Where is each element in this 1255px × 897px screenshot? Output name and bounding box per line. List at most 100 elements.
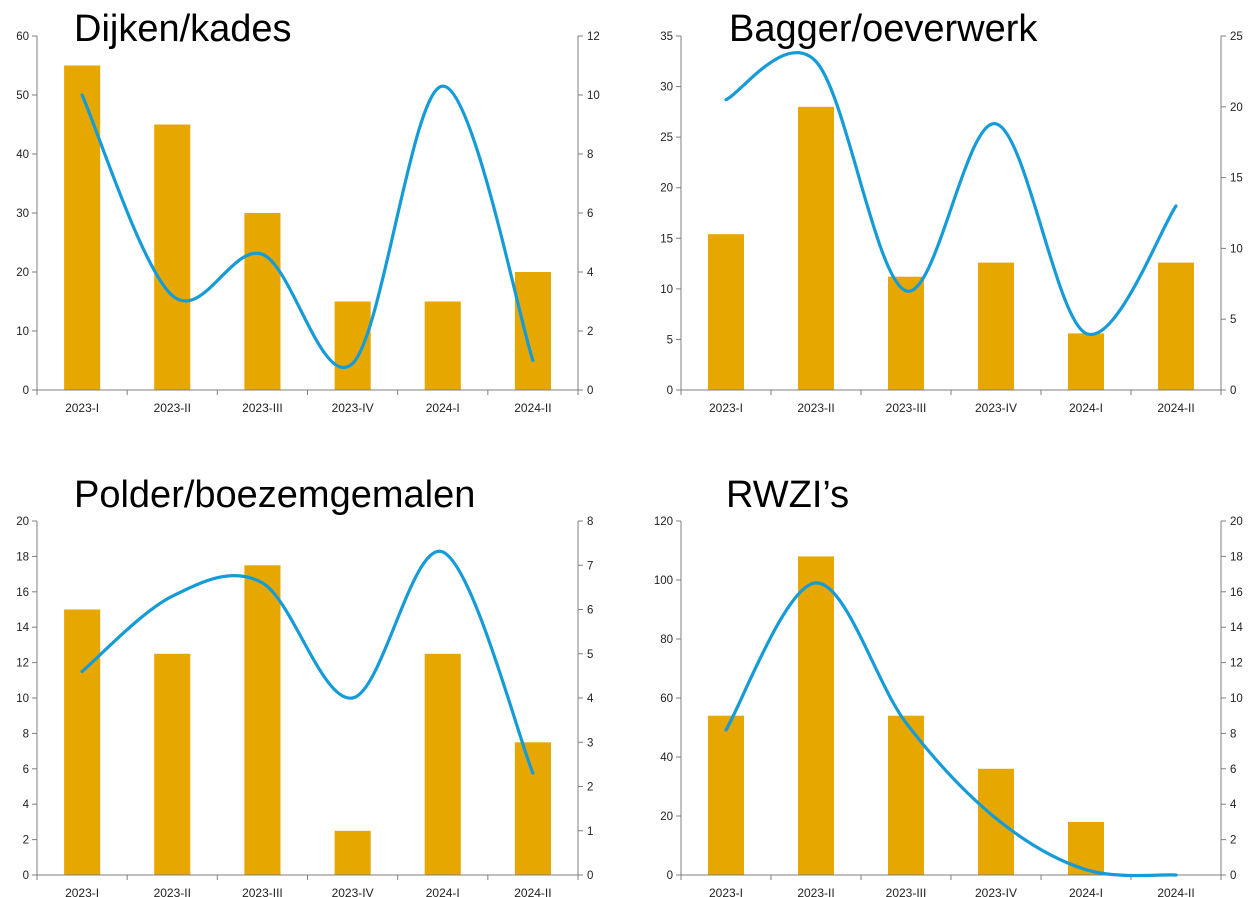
y2-tick-label: 2 bbox=[1230, 835, 1236, 847]
y2-tick-label: 8 bbox=[587, 516, 593, 528]
y2-tick-label: 1 bbox=[587, 826, 593, 838]
bar bbox=[334, 830, 371, 876]
y2-tick-label: 6 bbox=[587, 208, 593, 220]
bar bbox=[514, 272, 551, 390]
y2-tick-label: 2 bbox=[587, 326, 593, 338]
y2-tick-label: 12 bbox=[1230, 658, 1243, 670]
y2-tick-label: 7 bbox=[587, 560, 593, 572]
x-tick-label: 2024-I bbox=[426, 886, 460, 897]
y-tick-label: 25 bbox=[660, 132, 673, 144]
y-tick-label: 8 bbox=[23, 728, 29, 740]
bar bbox=[154, 653, 191, 876]
y2-tick-label: 16 bbox=[1230, 587, 1243, 599]
y-tick-label: 20 bbox=[16, 516, 29, 528]
y-tick-label: 10 bbox=[16, 326, 29, 338]
y2-tick-label: 12 bbox=[587, 31, 600, 43]
chart-title: RWZI’s bbox=[726, 474, 850, 516]
y2-tick-label: 3 bbox=[587, 737, 593, 749]
x-tick-label: 2024-I bbox=[426, 401, 460, 415]
bar bbox=[708, 234, 744, 390]
chart-panel-bagger: 0 5 10 15 20 25 30 35 0 5 10 15 20 25 2023-I 2023-II 202… bbox=[640, 0, 1255, 448]
y-tick-label: 0 bbox=[23, 870, 29, 882]
bar bbox=[244, 565, 281, 876]
chart-title: Bagger/oeverwerk bbox=[729, 8, 1038, 50]
y-tick-label: 10 bbox=[16, 693, 29, 705]
bar bbox=[64, 609, 101, 875]
y2-tick-label: 0 bbox=[587, 385, 593, 397]
y-tick-label: 20 bbox=[660, 183, 673, 195]
bar bbox=[154, 124, 191, 390]
y2-tick-label: 8 bbox=[1230, 728, 1236, 740]
x-tick-label: 2023-III bbox=[242, 886, 283, 897]
x-tick-label: 2023-II bbox=[797, 886, 834, 897]
y2-tick-label: 0 bbox=[587, 870, 593, 882]
y2-tick-label: 6 bbox=[1230, 764, 1236, 776]
x-tick-label: 2023-III bbox=[886, 401, 927, 415]
y-tick-label: 60 bbox=[660, 693, 673, 705]
y-tick-label: 4 bbox=[23, 799, 30, 811]
y-tick-label: 100 bbox=[654, 575, 673, 587]
y-tick-label: 30 bbox=[660, 82, 673, 94]
bar bbox=[514, 742, 551, 876]
y2-tick-label: 4 bbox=[587, 693, 594, 705]
y-tick-label: 0 bbox=[667, 385, 673, 397]
y-tick-label: 60 bbox=[16, 31, 29, 43]
y-tick-label: 80 bbox=[660, 634, 673, 646]
x-tick-label: 2023-III bbox=[242, 401, 283, 415]
y-tick-label: 40 bbox=[16, 149, 29, 161]
y2-tick-label: 18 bbox=[1230, 551, 1243, 563]
x-tick-label: 2023-IV bbox=[975, 886, 1017, 897]
bar bbox=[64, 65, 101, 390]
x-tick-label: 2023-I bbox=[65, 401, 99, 415]
y-tick-label: 16 bbox=[16, 587, 29, 599]
y2-tick-label: 10 bbox=[1230, 243, 1243, 255]
bar bbox=[798, 556, 834, 875]
y-tick-label: 30 bbox=[16, 208, 29, 220]
y-tick-label: 14 bbox=[16, 622, 29, 634]
y2-tick-label: 20 bbox=[1230, 516, 1243, 528]
x-tick-label: 2023-II bbox=[154, 401, 191, 415]
chart-title: Dijken/kades bbox=[74, 8, 292, 50]
y2-tick-label: 20 bbox=[1230, 102, 1243, 114]
series-line bbox=[80, 84, 535, 369]
y2-tick-label: 4 bbox=[1230, 799, 1237, 811]
y-tick-label: 5 bbox=[667, 334, 673, 346]
series-line bbox=[724, 581, 1178, 878]
y-tick-label: 120 bbox=[654, 516, 673, 528]
bar bbox=[978, 768, 1014, 875]
bar bbox=[1158, 262, 1194, 390]
chart-panel-rwzi: 0 20 40 60 80 100 120 0 2 4 6 8 10 12 14 16 18 20 2023-I 20… bbox=[640, 449, 1255, 897]
y2-tick-label: 25 bbox=[1230, 31, 1243, 43]
chart-panel-polder: 0 2 4 6 8 10 12 14 16 18 20 0 1 2 3 4 5 6 7 8 2023-I 2023-II 2… bbox=[0, 449, 627, 897]
y-tick-label: 50 bbox=[16, 90, 29, 102]
chart-panel-dijken: 0 10 20 30 40 50 60 0 2 4 6 8 10 12 2023-I 2023-II 2023-… bbox=[0, 0, 627, 448]
x-tick-label: 2024-II bbox=[514, 401, 551, 415]
bar bbox=[708, 715, 744, 875]
y2-tick-label: 10 bbox=[1230, 693, 1243, 705]
y-tick-label: 20 bbox=[660, 811, 673, 823]
bar bbox=[424, 301, 461, 390]
y2-tick-label: 4 bbox=[587, 267, 594, 279]
x-tick-label: 2023-II bbox=[154, 886, 191, 897]
chart-title: Polder/boezemgemalen bbox=[74, 474, 476, 516]
x-tick-label: 2023-II bbox=[797, 401, 834, 415]
y-tick-label: 35 bbox=[660, 31, 673, 43]
chart-svg: 0 20 40 60 80 100 120 0 2 4 6 8 10 12 14 16 18 20 2023-I 20… bbox=[654, 516, 1244, 897]
bar bbox=[424, 653, 461, 876]
x-tick-label: 2023-IV bbox=[332, 886, 374, 897]
series-line bbox=[80, 550, 535, 775]
chart-svg: 0 10 20 30 40 50 60 0 2 4 6 8 10 12 2023-I 2023-II 2023-… bbox=[16, 31, 600, 415]
y2-tick-label: 15 bbox=[1230, 173, 1243, 185]
y-tick-label: 15 bbox=[660, 233, 673, 245]
bar bbox=[888, 276, 924, 390]
x-tick-label: 2024-I bbox=[1069, 886, 1103, 897]
bar bbox=[1068, 821, 1104, 875]
y-tick-label: 20 bbox=[16, 267, 29, 279]
bar bbox=[798, 106, 834, 391]
x-tick-label: 2024-II bbox=[1157, 886, 1194, 897]
y2-tick-label: 14 bbox=[1230, 622, 1243, 634]
series-line bbox=[724, 51, 1178, 336]
y2-tick-label: 6 bbox=[587, 605, 593, 617]
x-tick-label: 2023-IV bbox=[975, 401, 1017, 415]
